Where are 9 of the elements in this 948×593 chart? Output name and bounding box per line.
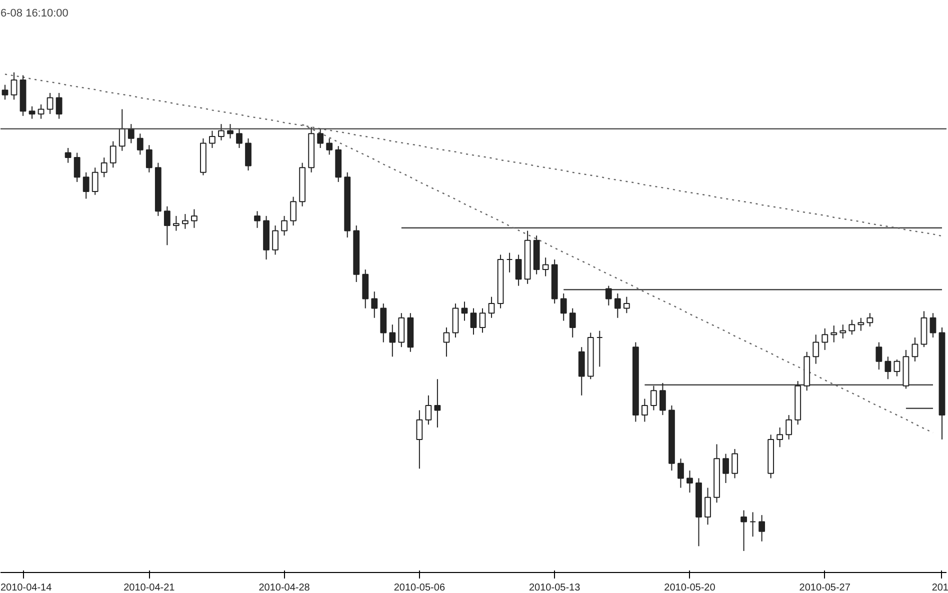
x-tick-label: 2010-04-21 [124,582,176,593]
chart-title: 6-08 16:10:00 [0,8,68,20]
x-tick-label: 2010-05-20 [664,582,716,593]
x-tick-label: 201 [932,582,948,593]
x-tick-label: 2010-05-13 [529,582,581,593]
x-tick-label: 2010-05-27 [799,582,851,593]
x-tick-label: 2010-05-06 [394,582,446,593]
x-tick-label: 2010-04-14 [0,582,52,593]
x-tick-label: 2010-04-28 [258,582,310,593]
